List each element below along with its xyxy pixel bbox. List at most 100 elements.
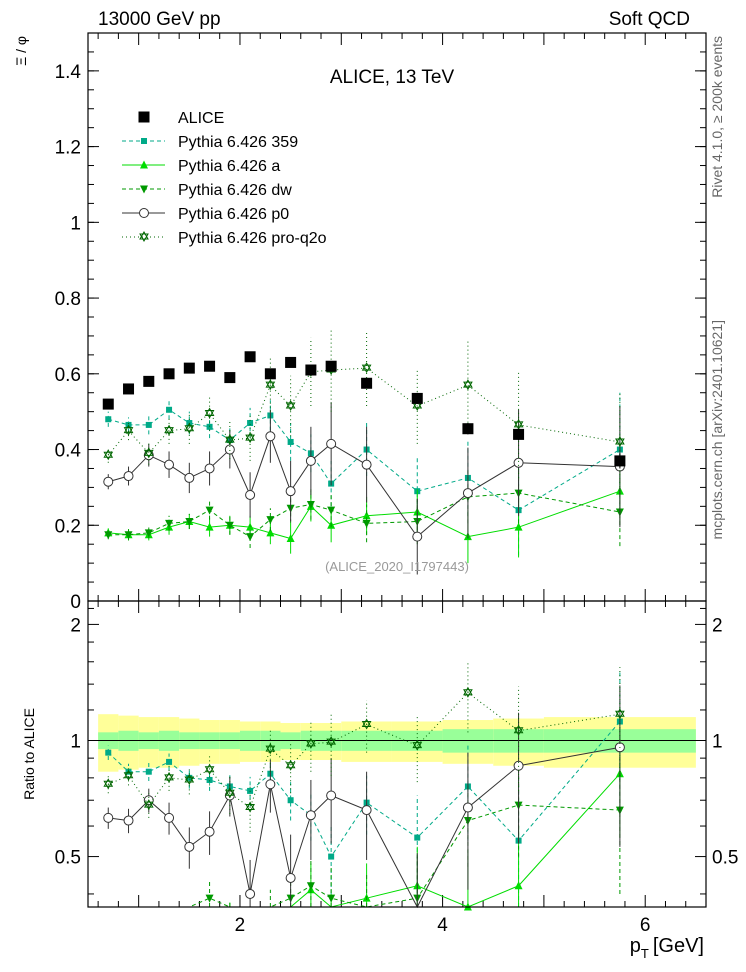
main-pa-point: [205, 522, 214, 531]
main-pp0-point: [361, 459, 372, 470]
ratio-y-tick-label: 2: [70, 615, 81, 636]
main-pq2o-line: [107, 367, 620, 456]
side-label-mcplots: mcplots.cern.ch [arXiv:2401.10621]: [709, 320, 725, 539]
main-y-tick-label: 1: [70, 213, 81, 234]
header-right-label: Soft QCD: [609, 9, 690, 30]
main-alice-point: [614, 455, 626, 467]
ratio-pq2o-point: [245, 801, 255, 813]
main-pdw-point: [124, 531, 133, 540]
x-axis-label-unit: [GeV]: [653, 935, 704, 957]
main-p359-point: [247, 420, 254, 427]
main-pq2o-point: [361, 362, 372, 374]
x-axis-label-sub: T: [641, 946, 649, 961]
main-y-tick-label: 0.4: [55, 441, 82, 462]
main-alice-point: [244, 351, 256, 363]
main-p359-point: [145, 421, 152, 428]
ratio-pq2o-line: [108, 692, 620, 809]
main-p359-point: [206, 423, 213, 430]
main-pp0-point: [164, 459, 175, 470]
main-alice-point: [462, 423, 474, 435]
x-axis-label-main: p: [630, 935, 641, 957]
ratio-pdw-point: [205, 894, 214, 903]
main-pdw-point: [306, 500, 315, 509]
ratio-pq2o-point: [615, 708, 625, 720]
legend-marker-pq2o: [139, 230, 149, 243]
main-p359-point: [287, 438, 294, 445]
ratio-x-tick-label: 6: [640, 915, 651, 936]
ratio-y-tick-label-right: 1: [712, 731, 723, 752]
ratio-pq2o-point: [361, 718, 372, 730]
ratio-y-tick-label-right: 0.5: [712, 848, 738, 869]
main-pp0-point: [245, 489, 256, 500]
ratio-pq2o-point: [513, 724, 524, 736]
main-alice-point: [143, 375, 155, 387]
main-pa-point: [286, 534, 295, 543]
ratio-pa-point: [514, 881, 523, 890]
ratio-p359-point: [105, 749, 112, 756]
main-p359-point: [166, 406, 173, 413]
x-axis-label: pT [GeV]: [630, 935, 704, 961]
ratio-pdw-line: [108, 804, 620, 908]
main-pdw-point: [185, 517, 194, 526]
main-alice-point: [361, 377, 373, 389]
ratio-p359-point: [166, 758, 173, 765]
main-pdw-point: [225, 521, 234, 530]
ratio-pp0-point: [361, 805, 372, 816]
legend-marker-pdw: [140, 185, 148, 194]
main-pdw-point: [266, 516, 275, 525]
ratio-pp0-point: [326, 790, 337, 801]
main-pp0-point: [326, 438, 337, 449]
ratio-panel: 2 4 6 0.5 0.5 1 1 2 2: [55, 601, 738, 936]
legend-label-alice: ALICE: [178, 110, 224, 127]
main-pp0-point: [184, 472, 195, 483]
ratio-pq2o-point: [123, 769, 134, 781]
ratio-pq2o-point: [103, 778, 114, 790]
main-pp0-point: [103, 476, 114, 487]
main-pdw-point: [165, 519, 174, 528]
main-alice-point: [513, 428, 525, 440]
main-pdw-point: [362, 519, 371, 528]
legend-label-pdw: Pythia 6.426 dw: [178, 182, 292, 199]
main-pq2o-point: [123, 424, 134, 436]
main-pq2o-point: [615, 435, 625, 447]
ratio-pq2o-point: [184, 773, 195, 785]
ratio-pq2o-point: [143, 799, 154, 811]
main-y-tick-label: 1.2: [55, 138, 81, 159]
main-pdw-line: [108, 492, 620, 538]
main-pq2o-point: [463, 379, 473, 391]
main-y-axis-label: Ξ / φ: [13, 36, 29, 66]
main-pp0-point: [462, 488, 473, 499]
main-p359-point: [105, 416, 112, 423]
main-pq2o-point: [164, 424, 174, 436]
ratio-pq2o-point: [224, 787, 235, 799]
ratio-x-tick-label: 2: [235, 915, 246, 936]
main-alice-point: [264, 368, 276, 380]
main-pp0-point: [513, 457, 524, 468]
legend-marker-pp0: [139, 208, 149, 218]
ratio-pdw-point: [306, 882, 315, 891]
ratio-pp0-line: [108, 746, 620, 909]
main-panel: 0 0.2 0.4 0.6 0.8 1 1.2 1.4: [55, 32, 707, 613]
main-pdw-point: [205, 506, 214, 515]
legend-marker-alice: [138, 111, 150, 123]
legend-marker-p359: [141, 138, 147, 144]
main-pq2o-point: [184, 422, 195, 434]
main-y-tick-label: 0: [70, 592, 81, 613]
main-pp0-point: [285, 486, 296, 497]
ratio-pp0-point: [265, 779, 276, 790]
ratio-pq2o-point: [306, 737, 316, 749]
ratio-pdw-point: [327, 894, 336, 903]
ratio-p359-point: [414, 834, 421, 841]
main-pdw-point: [104, 531, 113, 540]
main-pa-point: [266, 528, 275, 537]
main-pp0-point: [412, 531, 423, 542]
main-pq2o-point: [245, 432, 255, 444]
legend-marker-pa: [140, 160, 148, 169]
ratio-x-tick-label: 4: [437, 915, 448, 936]
ratio-pp0-point: [245, 888, 256, 899]
ratio-p359-point: [145, 768, 152, 775]
main-pq2o-point: [513, 418, 524, 430]
ratio-p359-point: [287, 797, 294, 804]
main-pq2o-point: [224, 434, 235, 446]
